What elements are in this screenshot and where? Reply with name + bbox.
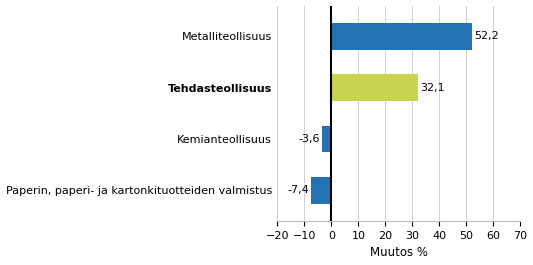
X-axis label: Muutos %: Muutos % [370, 246, 428, 259]
Text: -7,4: -7,4 [287, 185, 309, 195]
Bar [321, 126, 332, 152]
Bar [332, 74, 418, 101]
Text: 32,1: 32,1 [420, 83, 445, 93]
Text: 52,2: 52,2 [474, 31, 499, 41]
Text: -3,6: -3,6 [298, 134, 319, 144]
Bar [332, 23, 472, 50]
Bar [311, 177, 332, 204]
